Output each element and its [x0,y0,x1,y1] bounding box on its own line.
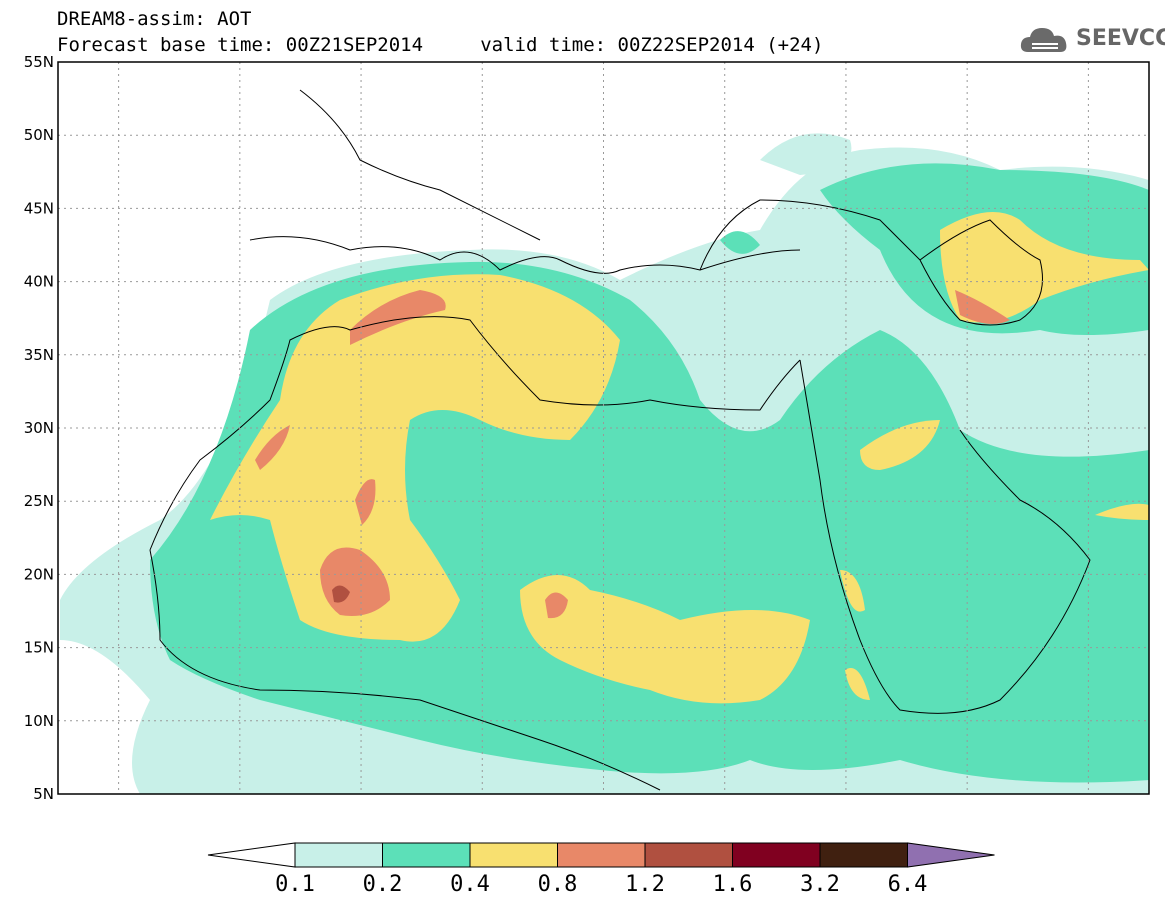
aot-fields [60,89,1149,794]
lat-tick-label: 25N [24,492,54,510]
lat-tick-label: 40N [24,273,54,291]
colorbar-label: 1.2 [625,872,665,897]
colorbar-cell [819,842,908,868]
lat-tick-label: 10N [24,712,54,730]
aot-band-0.4c [940,212,1149,323]
aot-band-0.4 [210,274,620,642]
colorbar-under-arrow [207,842,296,868]
aot-band-1.2 [332,585,350,603]
map-grid [58,61,1149,795]
aot-band-0.2c [720,231,760,254]
aot-band-0.8d [355,479,376,525]
lat-tick-label: 45N [24,199,54,217]
colorbar-label: 0.2 [363,872,403,897]
colorbar-label: 0.1 [275,872,315,897]
aot-band-0.8f [255,425,290,470]
cloud-icon [1020,28,1067,52]
lat-tick-label: 30N [24,419,54,437]
chart-title: DREAM8-assim: AOT [57,8,252,30]
colorbar-cell [732,842,821,868]
aot-band-0.1b [760,133,852,175]
colorbar-label: 6.4 [888,872,928,897]
aot-band-0.8 [350,290,446,345]
aot-band-0.4d [860,420,940,470]
colorbar-cell [557,842,646,868]
chart-subtitle: Forecast base time: 00Z21SEP2014 valid t… [57,34,824,56]
aot-band-0.4e [840,570,865,612]
colorbar-label: 0.4 [450,872,490,897]
aot-band-0.8e [955,290,1010,324]
lat-tick-label: 5N [33,785,54,800]
colorbar-cell [294,842,383,868]
colorbar-cell [469,842,558,868]
lat-tick-label: 35N [24,346,54,364]
lat-tick-label: 15N [24,639,54,657]
colorbar-label: 3.2 [800,872,840,897]
lat-tick-label: 20N [24,565,54,583]
colorbar-cell [644,842,733,868]
colorbar-label: 0.8 [538,872,578,897]
logo-text: SEEVCCC [1076,26,1165,51]
lat-labels: 5N 10N 15N 20N 25N 30N 35N 40N 45N 50N 55N [24,53,54,800]
lat-tick-label: 50N [24,126,54,144]
seevccc-logo: SEEVCCC [1018,22,1165,58]
aot-band-0.8c [545,592,568,619]
lat-tick-label: 55N [24,53,54,71]
colorbar-cell [382,842,471,868]
aot-band-0.4g [1095,503,1149,520]
aot-band-0.4b [520,575,810,704]
map-frame [57,61,1150,795]
aot-band-0.4f [845,668,870,700]
colorbar-label: 1.6 [713,872,753,897]
coastlines [149,89,1091,791]
colorbar-over-arrow [907,842,995,868]
